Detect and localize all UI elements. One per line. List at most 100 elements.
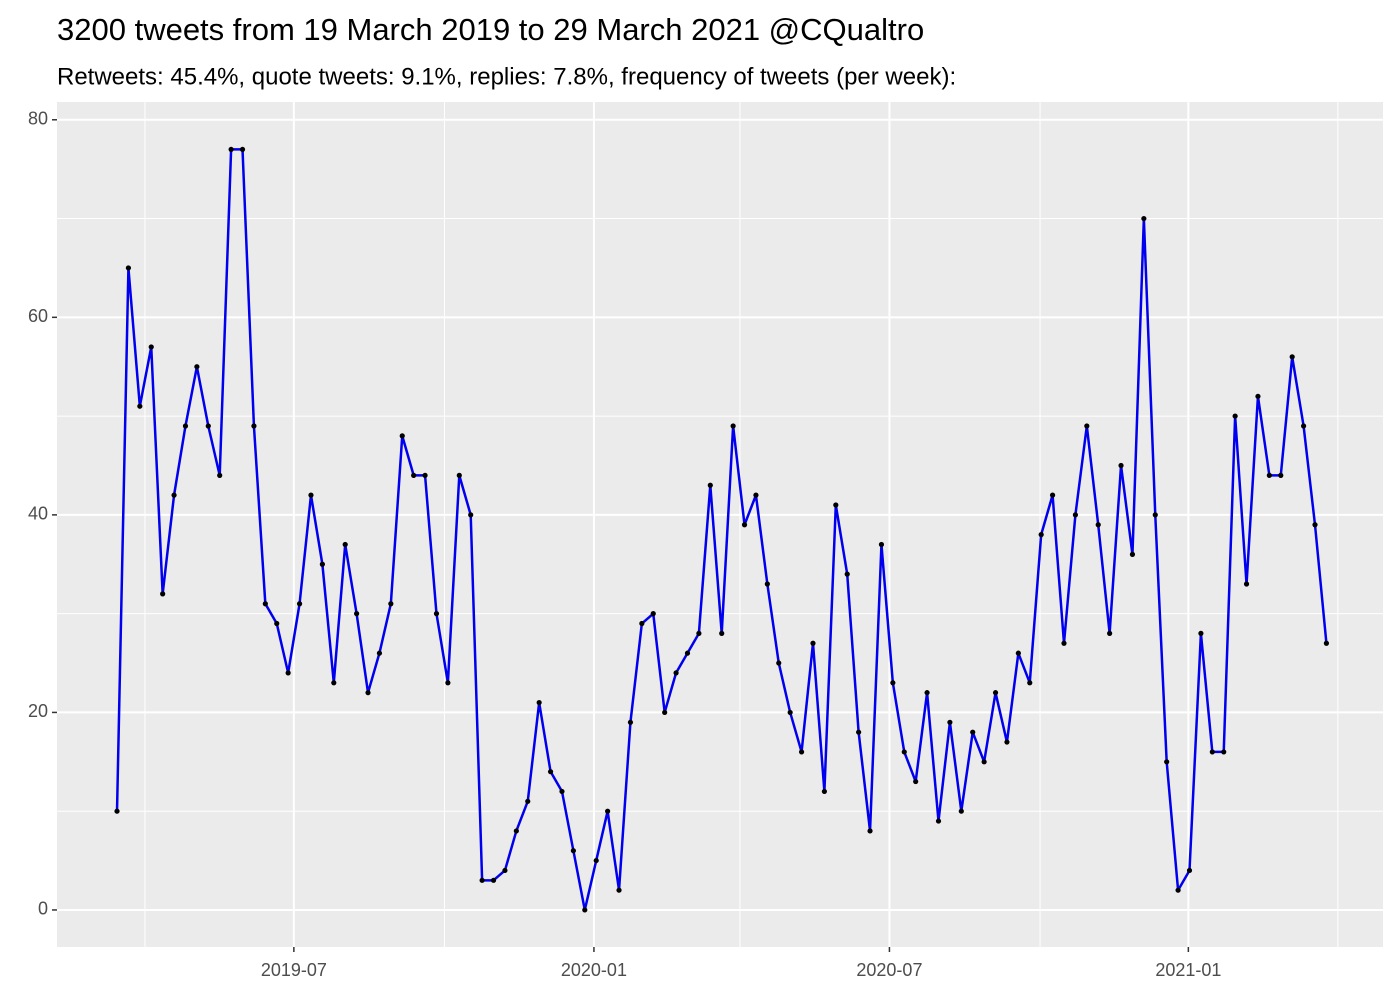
point (354, 611, 360, 617)
point (388, 601, 394, 607)
point (730, 423, 736, 429)
point (160, 591, 166, 597)
point (1221, 749, 1227, 755)
point (1004, 739, 1010, 745)
point (114, 808, 120, 814)
point (319, 561, 325, 567)
point (878, 541, 885, 548)
y-tick-label: 60 (28, 306, 48, 326)
point (376, 650, 383, 656)
point (821, 788, 827, 795)
point (525, 798, 531, 804)
point (502, 867, 508, 874)
point (342, 541, 348, 548)
point (433, 611, 440, 617)
point (867, 828, 873, 834)
point (639, 620, 645, 627)
point (890, 680, 896, 686)
point (992, 690, 999, 696)
chart-title: 3200 tweets from 19 March 2019 to 29 Mar… (57, 12, 924, 47)
point (1232, 413, 1238, 419)
point (1038, 532, 1044, 538)
point (1198, 630, 1204, 636)
point (1129, 551, 1136, 557)
point (650, 611, 656, 617)
point (810, 640, 816, 646)
point (1164, 759, 1170, 765)
point (570, 848, 576, 854)
point (753, 492, 759, 498)
point (673, 670, 679, 676)
point (582, 907, 588, 913)
point (1266, 472, 1272, 478)
point (1209, 749, 1215, 755)
point (947, 719, 953, 725)
y-tick-label: 80 (28, 109, 48, 129)
point (513, 828, 519, 834)
point (308, 492, 314, 498)
point (798, 749, 805, 755)
point (1084, 423, 1090, 429)
point (696, 630, 702, 636)
point (707, 482, 713, 488)
point (125, 265, 132, 271)
point (262, 601, 268, 607)
point (490, 877, 497, 883)
point (856, 729, 862, 735)
point (1118, 462, 1124, 469)
point (1049, 492, 1056, 498)
point (1072, 512, 1079, 518)
point (605, 808, 611, 814)
point (787, 709, 793, 716)
point (924, 690, 930, 696)
point (1312, 522, 1318, 528)
x-tick-label: 2019-07 (261, 960, 327, 980)
point (228, 146, 234, 153)
point (1095, 522, 1101, 528)
point (913, 778, 919, 785)
point (1175, 887, 1181, 893)
point (331, 680, 337, 686)
x-tick-label: 2021-01 (1155, 960, 1221, 980)
point (1278, 472, 1284, 478)
point (1186, 867, 1193, 874)
point (422, 472, 428, 478)
point (1300, 423, 1307, 429)
point (935, 818, 942, 824)
point (479, 877, 485, 883)
point (1061, 640, 1067, 646)
point (776, 660, 782, 666)
point (274, 620, 280, 627)
point (970, 729, 976, 735)
point (593, 857, 599, 864)
point (285, 670, 291, 676)
point (547, 769, 554, 775)
point (844, 571, 850, 577)
point (833, 502, 839, 508)
point (1243, 581, 1250, 587)
point (764, 581, 770, 587)
point (365, 690, 371, 696)
point (1107, 630, 1113, 636)
point (1323, 640, 1330, 646)
point (182, 423, 189, 429)
point (239, 146, 246, 153)
point (901, 749, 907, 755)
point (399, 433, 405, 439)
point (1015, 650, 1021, 656)
point (719, 630, 725, 636)
point (251, 423, 257, 429)
point (137, 403, 143, 409)
point (217, 472, 223, 478)
y-tick-label: 0 (38, 899, 48, 919)
point (684, 650, 691, 656)
point (148, 344, 154, 350)
point (445, 680, 451, 686)
point (536, 699, 542, 706)
point (1141, 215, 1147, 222)
point (205, 423, 211, 429)
x-tick-label: 2020-07 (856, 960, 922, 980)
point (468, 512, 474, 518)
point (741, 522, 748, 528)
